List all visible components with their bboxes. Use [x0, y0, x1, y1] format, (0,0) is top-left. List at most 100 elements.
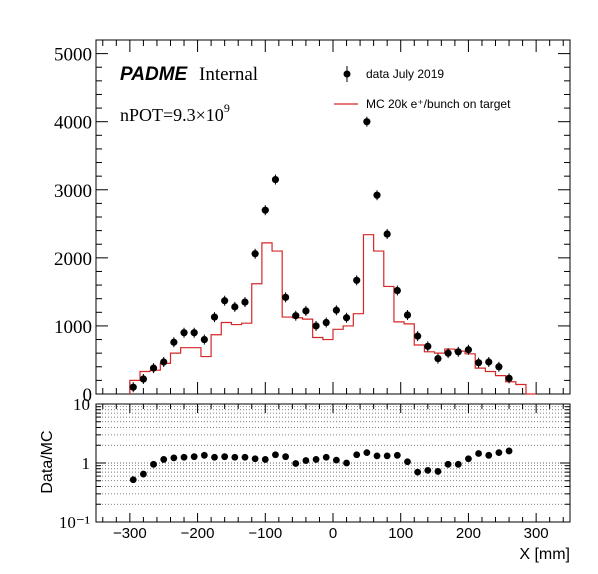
y-tick-label: 4000: [54, 113, 92, 134]
ratio-point: [444, 460, 452, 468]
y-tick-label: 2000: [54, 249, 92, 270]
data-point: [292, 312, 300, 320]
data-point: [485, 358, 493, 366]
ratio-point: [129, 476, 137, 484]
ratio-point: [353, 451, 361, 459]
ratio-point: [495, 449, 503, 457]
data-point: [353, 276, 361, 284]
y-tick-label: 5000: [54, 45, 92, 66]
ratio-point: [261, 456, 269, 463]
npot-exponent: 9: [224, 101, 230, 115]
npot-prefix: nPOT=9.3×10: [120, 105, 224, 125]
ratio-point: [302, 457, 310, 464]
data-point: [454, 348, 462, 356]
ratio-point: [140, 470, 147, 478]
data-point: [129, 383, 137, 391]
ratio-point: [485, 451, 493, 459]
ratio-point: [322, 453, 330, 461]
data-point: [332, 306, 340, 314]
data-point: [210, 313, 219, 321]
data-point: [424, 342, 432, 350]
data-point: [241, 298, 249, 306]
data-point: [363, 118, 371, 126]
ratio-point: [332, 456, 340, 464]
ratio-point: [170, 454, 178, 462]
ratio-point: [180, 453, 188, 461]
ratio-y-tick-label: 10⁻¹: [59, 513, 90, 532]
ratio-point: [150, 460, 157, 468]
data-point: [322, 318, 330, 327]
ratio-point: [424, 466, 432, 474]
ratio-point: [414, 468, 422, 476]
x-tick-label: 0: [329, 525, 337, 542]
ratio-point: [393, 451, 401, 459]
ratio-point: [454, 460, 462, 468]
data-point: [160, 358, 168, 366]
legend-data-label: data July 2019: [366, 67, 444, 81]
data-point: [282, 293, 290, 301]
data-point: [251, 250, 259, 258]
ratio-point: [160, 456, 168, 463]
data-point: [261, 206, 269, 214]
brand-suffix-label: Internal: [199, 64, 258, 85]
ratio-point: [282, 453, 289, 461]
ratio-point: [475, 450, 482, 457]
data-point: [464, 346, 473, 354]
ratio-point: [251, 455, 259, 463]
ratio-point: [312, 456, 320, 463]
ratio-point: [373, 452, 381, 460]
y-tick-label: 3000: [54, 181, 92, 202]
data-point: [221, 297, 229, 305]
data-point: [190, 329, 198, 337]
data-point: [403, 311, 412, 319]
data-point: [434, 355, 442, 363]
ratio-point: [272, 451, 279, 459]
mc-histogram-step: [129, 234, 537, 395]
ratio-point: [241, 453, 249, 461]
data-point: [495, 363, 503, 371]
ratio-point: [383, 452, 391, 460]
data-point: [373, 191, 381, 199]
data-point: [149, 364, 158, 372]
ratio-y-axis-label: Data/MC: [39, 430, 56, 493]
ratio-point: [190, 453, 198, 461]
x-axis-label: X [mm]: [519, 546, 570, 563]
legend-data-marker: [343, 70, 351, 78]
x-tick-label: −100: [248, 525, 282, 542]
ratio-point: [363, 449, 371, 457]
x-tick-label: −300: [113, 525, 147, 542]
data-point: [231, 303, 239, 311]
ratio-y-tick-label: 10: [73, 395, 90, 414]
data-point: [393, 286, 401, 295]
y-tick-label: 0: [83, 385, 93, 406]
data-point: [444, 349, 452, 357]
ratio-y-tick-label: 1: [82, 454, 91, 473]
main-plot-frame: [95, 39, 571, 395]
npot-label: nPOT=9.3×109: [120, 101, 230, 125]
data-point: [302, 307, 310, 315]
legend-mc-label: MC 20k e⁺/bunch on target: [366, 97, 511, 111]
x-tick-label: −200: [181, 525, 215, 542]
ratio-point: [505, 447, 513, 455]
data-point: [180, 329, 188, 337]
ratio-point: [343, 459, 350, 467]
ratio-point: [434, 468, 442, 475]
x-tick-label: 300: [524, 525, 549, 542]
brand-label: PADME: [120, 64, 189, 85]
ratio-point: [292, 460, 300, 467]
data-point: [505, 374, 513, 382]
ratio-point: [465, 455, 472, 463]
data-point: [170, 338, 178, 346]
data-point: [383, 230, 391, 238]
data-point: [139, 375, 147, 383]
legend: data July 2019 MC 20k e⁺/bunch on target: [334, 66, 511, 111]
x-tick-label: 100: [388, 525, 413, 542]
ratio-point: [404, 458, 411, 466]
ratio-point: [231, 453, 239, 461]
ratio-point: [221, 453, 229, 461]
data-point: [342, 314, 351, 322]
y-tick-label: 1000: [54, 317, 92, 338]
x-tick-label: 200: [456, 525, 481, 542]
data-point: [414, 332, 422, 340]
